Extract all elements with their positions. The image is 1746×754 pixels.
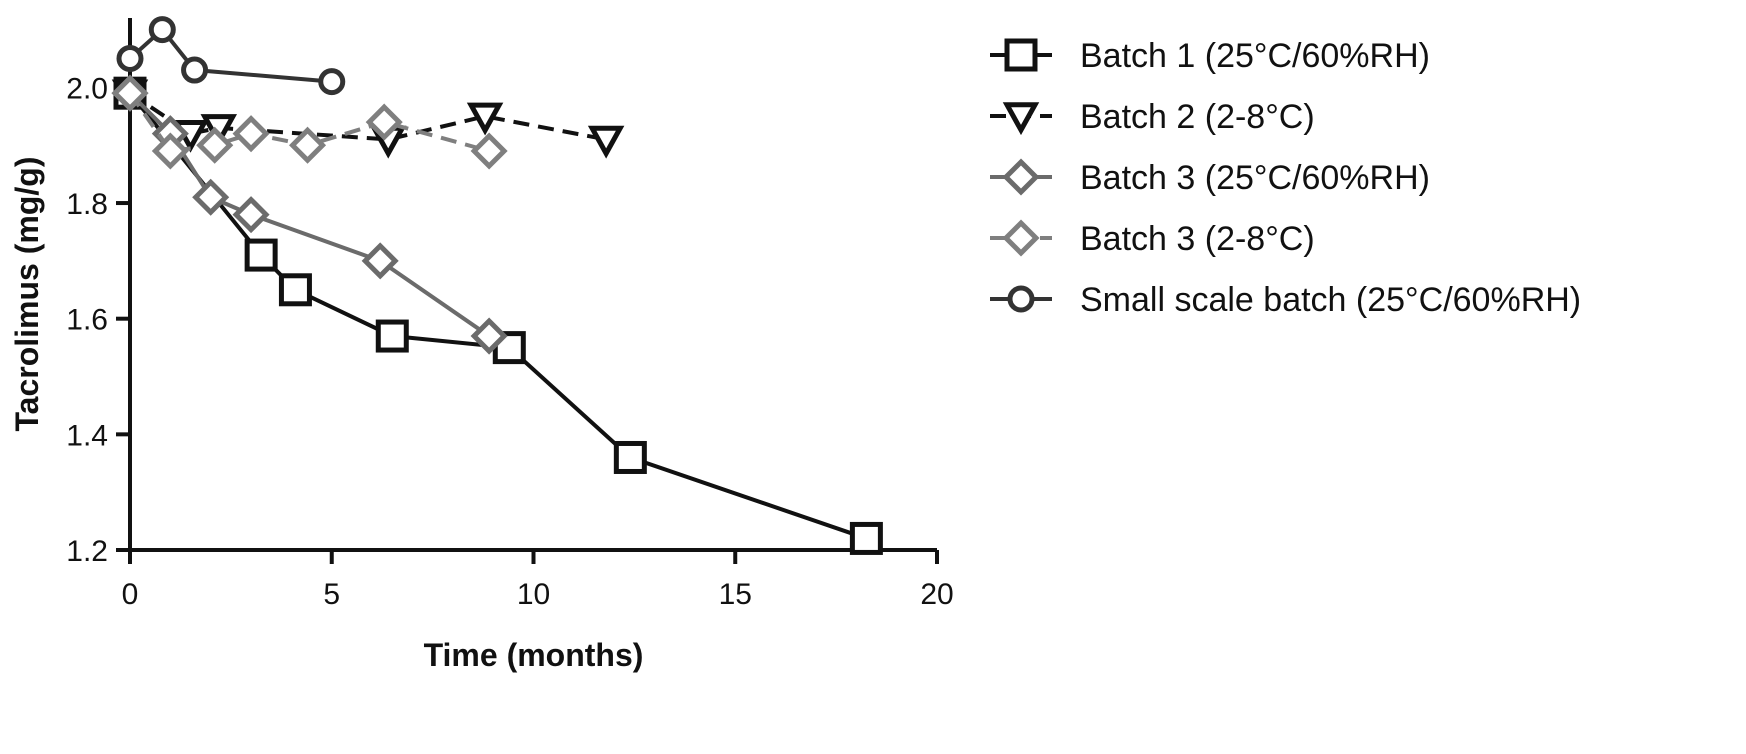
x-tick-label: 10 [517, 578, 550, 611]
x-tick-label: 15 [719, 578, 752, 611]
legend-marker [1002, 219, 1040, 257]
data-point [181, 56, 209, 84]
data-point [111, 74, 149, 112]
data-point [244, 238, 278, 272]
legend-label: Batch 1 (25°C/60%RH) [1080, 37, 1430, 75]
y-tick-label: 1.6 [66, 304, 108, 337]
x-axis-title: Time (months) [424, 637, 644, 673]
data-point [278, 273, 312, 307]
series-2 [111, 79, 625, 159]
data-point [375, 319, 409, 353]
legend-marker [1007, 285, 1035, 313]
legend-item: Batch 3 (25°C/60%RH) [990, 158, 1430, 197]
y-tick-label: 1.8 [66, 188, 108, 221]
x-tick-label: 5 [323, 578, 340, 611]
x-tick-label: 0 [122, 578, 139, 611]
x-tick-label: 20 [920, 578, 953, 611]
data-point [470, 132, 508, 170]
axes: 0 5 10 15 20 1.2 1.4 1.6 1.8 2.0 [66, 18, 954, 611]
legend-label: Small scale batch (25°C/60%RH) [1080, 281, 1581, 319]
data-point [232, 196, 270, 234]
data-series [111, 16, 883, 555]
y-axis-title: Tacrolimus (mg/g) [9, 157, 45, 432]
data-point [192, 178, 230, 216]
legend-marker [1004, 38, 1038, 72]
y-tick-label: 1.4 [66, 419, 108, 452]
legend-marker [1002, 102, 1040, 136]
data-point [361, 242, 399, 280]
data-point [318, 68, 346, 96]
data-point [365, 103, 403, 141]
data-point [492, 331, 526, 365]
legend-item: Batch 1 (25°C/60%RH) [990, 37, 1430, 75]
data-point [613, 440, 647, 474]
legend: Batch 1 (25°C/60%RH) Batch 2 (2-8°C) Batch… [990, 37, 1581, 319]
y-tick-label: 2.0 [66, 72, 108, 105]
data-point [587, 125, 625, 159]
legend-marker [1002, 158, 1040, 196]
data-point [116, 44, 144, 72]
data-point [466, 102, 504, 136]
legend-label: Batch 3 (2-8°C) [1080, 220, 1315, 258]
legend-item: Small scale batch (25°C/60%RH) [990, 281, 1581, 319]
series-3 [111, 74, 508, 355]
data-point [151, 132, 189, 170]
legend-item: Batch 2 (2-8°C) [990, 98, 1315, 136]
data-point [148, 16, 176, 44]
legend-label: Batch 3 (25°C/60%RH) [1080, 159, 1430, 197]
data-point [200, 114, 238, 148]
y-tick-label: 1.2 [66, 535, 108, 568]
data-point [470, 317, 508, 355]
legend-label: Batch 2 (2-8°C) [1080, 98, 1315, 136]
data-point [232, 115, 270, 153]
series-line [128, 27, 332, 84]
data-point [849, 521, 883, 555]
series-5 [116, 16, 346, 96]
data-point [196, 126, 234, 164]
series-4 [111, 74, 508, 170]
legend-item: Batch 3 (2-8°C) [990, 219, 1315, 258]
data-point [289, 126, 327, 164]
